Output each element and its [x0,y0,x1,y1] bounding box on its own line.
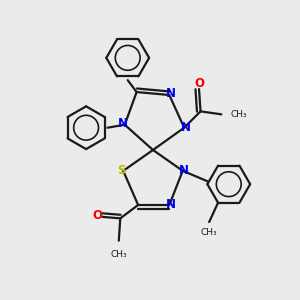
Text: N: N [118,117,128,130]
Text: CH₃: CH₃ [230,110,247,119]
Text: N: N [166,199,176,212]
Text: N: N [181,121,191,134]
Text: O: O [194,77,204,90]
Text: CH₃: CH₃ [201,228,218,237]
Text: N: N [179,164,189,177]
Text: N: N [166,87,176,100]
Text: CH₃: CH₃ [110,250,127,259]
Text: S: S [118,164,126,177]
Text: O: O [92,209,102,222]
